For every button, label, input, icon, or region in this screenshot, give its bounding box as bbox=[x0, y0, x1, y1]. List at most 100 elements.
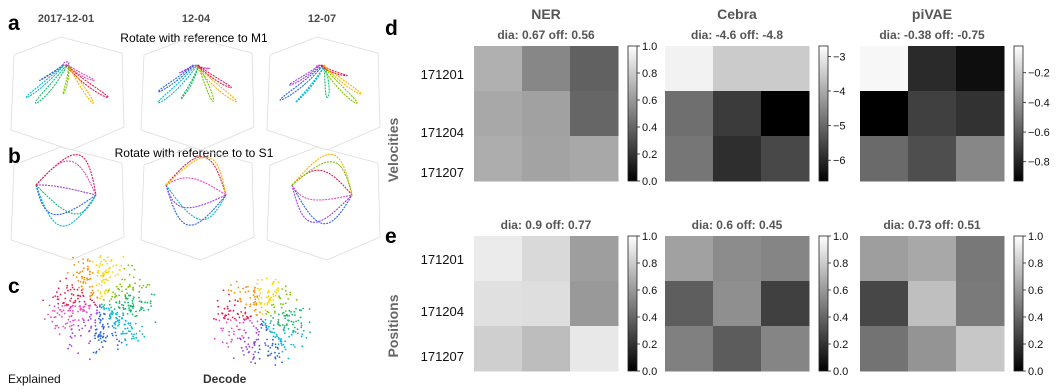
scatter-point bbox=[80, 289, 83, 292]
scatter-point bbox=[245, 286, 247, 289]
scatter-point bbox=[89, 318, 92, 320]
scatter-point bbox=[118, 307, 121, 309]
scatter-point bbox=[135, 332, 138, 335]
heatmap-cell bbox=[860, 136, 909, 182]
scatter-point bbox=[284, 317, 287, 320]
scatter-point bbox=[290, 333, 293, 336]
scatter-point bbox=[77, 261, 80, 263]
scatter-point bbox=[300, 326, 303, 329]
scatter-point bbox=[102, 273, 105, 276]
scatter-point bbox=[69, 335, 72, 338]
trajectory-line bbox=[196, 64, 232, 89]
scatter-point bbox=[260, 296, 263, 299]
scatter-point bbox=[71, 332, 74, 334]
scatter-point bbox=[100, 284, 103, 287]
heatmap-stats: dia: -0.38 off: -0.75 bbox=[879, 28, 985, 42]
scatter-point bbox=[76, 294, 79, 297]
scatter-point bbox=[63, 312, 66, 315]
heatmap-cell bbox=[761, 326, 810, 372]
scatter-point bbox=[117, 325, 119, 327]
scatter-point bbox=[91, 289, 94, 292]
scatter-point bbox=[257, 298, 260, 301]
scatter-point bbox=[282, 329, 285, 332]
trajectory-line bbox=[320, 64, 358, 104]
scatter-point bbox=[274, 343, 277, 346]
colorbar-tick-label: 0.4 bbox=[833, 312, 848, 324]
heatmap-cell bbox=[908, 46, 957, 92]
scatter-point bbox=[79, 334, 82, 337]
scatter-point bbox=[238, 316, 241, 319]
scatter-point bbox=[239, 297, 241, 300]
scatter-point bbox=[284, 290, 287, 292]
scatter-point bbox=[67, 309, 70, 312]
scatter-point bbox=[143, 335, 146, 338]
scatter-point bbox=[101, 279, 104, 282]
scatter-point bbox=[94, 319, 97, 322]
heatmap-cell bbox=[908, 326, 957, 372]
scatter-point bbox=[99, 313, 102, 316]
scatter-point bbox=[98, 282, 101, 285]
heatmap-stats: dia: -4.6 off: -4.8 bbox=[691, 28, 783, 42]
scatter-point bbox=[100, 341, 103, 343]
scatter-point bbox=[87, 267, 89, 270]
scatter-point bbox=[54, 316, 57, 318]
scatter-point bbox=[252, 302, 255, 304]
scatter-point bbox=[65, 277, 68, 280]
scatter-point bbox=[115, 301, 118, 304]
heatmap-cell bbox=[713, 91, 762, 137]
scatter-point bbox=[247, 351, 250, 354]
heatmap-stats: dia: 0.6 off: 0.45 bbox=[692, 218, 783, 232]
colorbar-tick-label: 1.0 bbox=[833, 231, 848, 243]
trajectory-line bbox=[291, 153, 353, 196]
colorbar-tick-label: 0.8 bbox=[642, 258, 657, 270]
heatmap-cell bbox=[860, 281, 909, 327]
heatmap-cell bbox=[860, 91, 909, 137]
scatter-point bbox=[271, 344, 274, 347]
scatter-point bbox=[267, 350, 270, 353]
trajectory-line bbox=[194, 64, 211, 69]
scatter-point bbox=[127, 304, 130, 307]
scatter-point bbox=[78, 300, 81, 303]
heatmap-cell bbox=[522, 46, 571, 92]
scatter-point bbox=[100, 275, 102, 277]
scatter-point bbox=[236, 337, 239, 340]
scatter-point bbox=[101, 263, 104, 266]
scatter-point bbox=[114, 293, 117, 295]
scatter-point bbox=[282, 303, 284, 306]
scatter-point bbox=[122, 314, 125, 317]
scatter-point bbox=[102, 305, 105, 308]
colorbar-tick-label: 0.0 bbox=[642, 366, 657, 378]
scatter-point bbox=[302, 307, 304, 310]
scatter-point bbox=[117, 273, 119, 276]
scatter-point bbox=[249, 296, 252, 299]
scatter-point bbox=[275, 333, 278, 336]
scatter-point bbox=[127, 286, 130, 288]
scatter-point bbox=[98, 265, 101, 267]
scatter-point bbox=[131, 305, 134, 308]
scatter-point bbox=[108, 317, 111, 320]
scatter-point bbox=[242, 287, 245, 290]
scatter-point bbox=[88, 342, 90, 345]
scatter-point bbox=[67, 289, 69, 292]
scatter-point bbox=[229, 309, 232, 312]
scatter-point bbox=[103, 304, 106, 306]
scatter-point bbox=[265, 325, 268, 327]
scatter-point bbox=[86, 260, 89, 262]
scatter-point bbox=[102, 332, 105, 335]
scatter-point bbox=[115, 264, 118, 267]
trajectory-line bbox=[62, 61, 70, 66]
scatter-point bbox=[278, 295, 281, 297]
scatter-point bbox=[79, 295, 82, 298]
scatter-point bbox=[129, 324, 132, 327]
scatter-point bbox=[252, 353, 255, 356]
scatter-point bbox=[81, 291, 84, 294]
scatter-point bbox=[72, 312, 74, 315]
trajectory-line bbox=[291, 161, 353, 196]
velocities-row-labels: 171201 171204 171207 bbox=[421, 67, 464, 180]
heatmap-cell bbox=[665, 236, 714, 282]
scatter-point bbox=[94, 332, 97, 335]
scatter-point bbox=[243, 340, 246, 343]
scatter-point bbox=[274, 290, 276, 293]
scatter-point bbox=[277, 281, 280, 284]
scatter-point bbox=[56, 295, 59, 298]
